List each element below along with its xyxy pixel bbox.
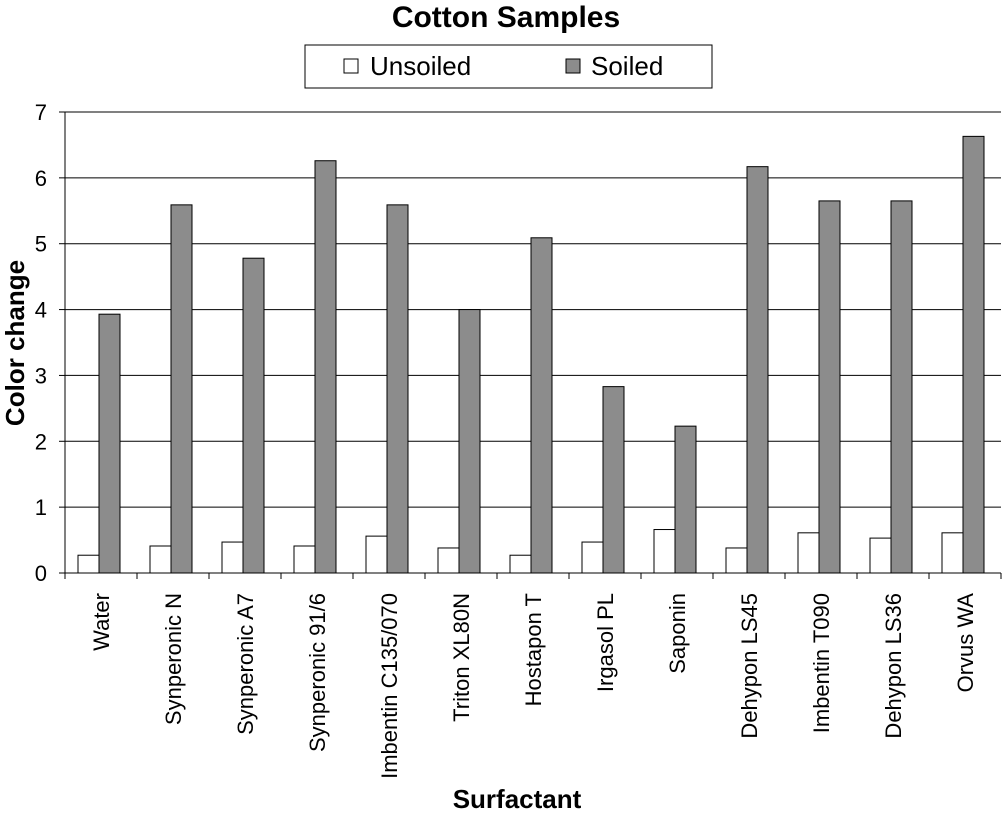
y-tick-label: 1 bbox=[35, 495, 47, 520]
bar-soiled-10 bbox=[818, 200, 841, 574]
bar-unsoiled-3 bbox=[293, 545, 316, 574]
bar-soiled-0 bbox=[98, 313, 121, 574]
chart-title: Cotton Samples bbox=[392, 1, 620, 34]
x-tick-label: Imbentin C135/070 bbox=[377, 593, 402, 779]
legend: Unsoiled Soiled bbox=[304, 44, 713, 89]
bar-soiled-7 bbox=[602, 386, 625, 574]
legend-label-unsoiled: Unsoiled bbox=[370, 51, 471, 81]
bar-soiled-8 bbox=[674, 425, 697, 574]
bar-unsoiled-5 bbox=[437, 547, 460, 574]
legend-label-soiled: Soiled bbox=[591, 51, 663, 81]
bar-unsoiled-8 bbox=[653, 529, 676, 574]
y-tick-labels: 0 1 2 3 4 5 6 7 bbox=[35, 100, 47, 586]
y-axis-title: Color change bbox=[0, 260, 30, 426]
bar-unsoiled-10 bbox=[797, 532, 820, 574]
x-tick-label: Synperonic A7 bbox=[233, 593, 258, 735]
x-tick-label: Imbentin T090 bbox=[809, 593, 834, 733]
y-tick-label: 5 bbox=[35, 232, 47, 257]
x-tick-label: Hostapon T bbox=[521, 593, 546, 706]
y-tick-label: 6 bbox=[35, 166, 47, 191]
x-tick-label: Synperonic N bbox=[161, 593, 186, 725]
bar-unsoiled-6 bbox=[509, 554, 532, 574]
bar-unsoiled-0 bbox=[77, 554, 100, 574]
bar-soiled-9 bbox=[746, 166, 769, 574]
bars bbox=[77, 135, 985, 574]
x-tick-label: Dehypon LS36 bbox=[881, 593, 906, 739]
x-tick-label: Irgasol PL bbox=[593, 593, 618, 692]
bar-unsoiled-12 bbox=[941, 532, 964, 574]
axes bbox=[59, 111, 1002, 579]
x-tick-label: Dehypon LS45 bbox=[737, 593, 762, 739]
bar-unsoiled-1 bbox=[149, 545, 172, 574]
x-tick-label: Triton XL80N bbox=[449, 593, 474, 722]
bar-unsoiled-11 bbox=[869, 537, 892, 574]
bar-unsoiled-9 bbox=[725, 547, 748, 574]
y-tick-label: 3 bbox=[35, 363, 47, 388]
x-tick-label: Water bbox=[89, 593, 114, 651]
bar-unsoiled-7 bbox=[581, 541, 604, 574]
legend-swatch-soiled bbox=[565, 58, 581, 74]
y-tick-label: 7 bbox=[35, 100, 47, 125]
bar-soiled-1 bbox=[170, 204, 193, 574]
bar-unsoiled-4 bbox=[365, 535, 388, 574]
y-tick-label: 0 bbox=[35, 561, 47, 586]
x-tick-label: Saponin bbox=[665, 593, 690, 674]
bar-soiled-3 bbox=[314, 160, 337, 574]
x-tick-label: Orvus WA bbox=[953, 593, 978, 693]
x-tick-labels: Water Synperonic N Synperonic A7 Synperonic… bbox=[89, 593, 978, 779]
bar-soiled-6 bbox=[530, 237, 553, 574]
bar-soiled-12 bbox=[962, 135, 985, 574]
x-axis-title: Surfactant bbox=[453, 784, 582, 812]
bar-soiled-11 bbox=[890, 200, 913, 574]
bar-soiled-4 bbox=[386, 204, 409, 574]
legend-box bbox=[304, 44, 713, 89]
legend-swatch-unsoiled bbox=[343, 58, 359, 74]
y-tick-label: 2 bbox=[35, 429, 47, 454]
bar-soiled-2 bbox=[242, 257, 265, 574]
x-tick-label: Synperonic 91/6 bbox=[305, 593, 330, 752]
bar-unsoiled-2 bbox=[221, 541, 244, 574]
bar-soiled-5 bbox=[458, 309, 481, 574]
y-tick-label: 4 bbox=[35, 298, 47, 323]
